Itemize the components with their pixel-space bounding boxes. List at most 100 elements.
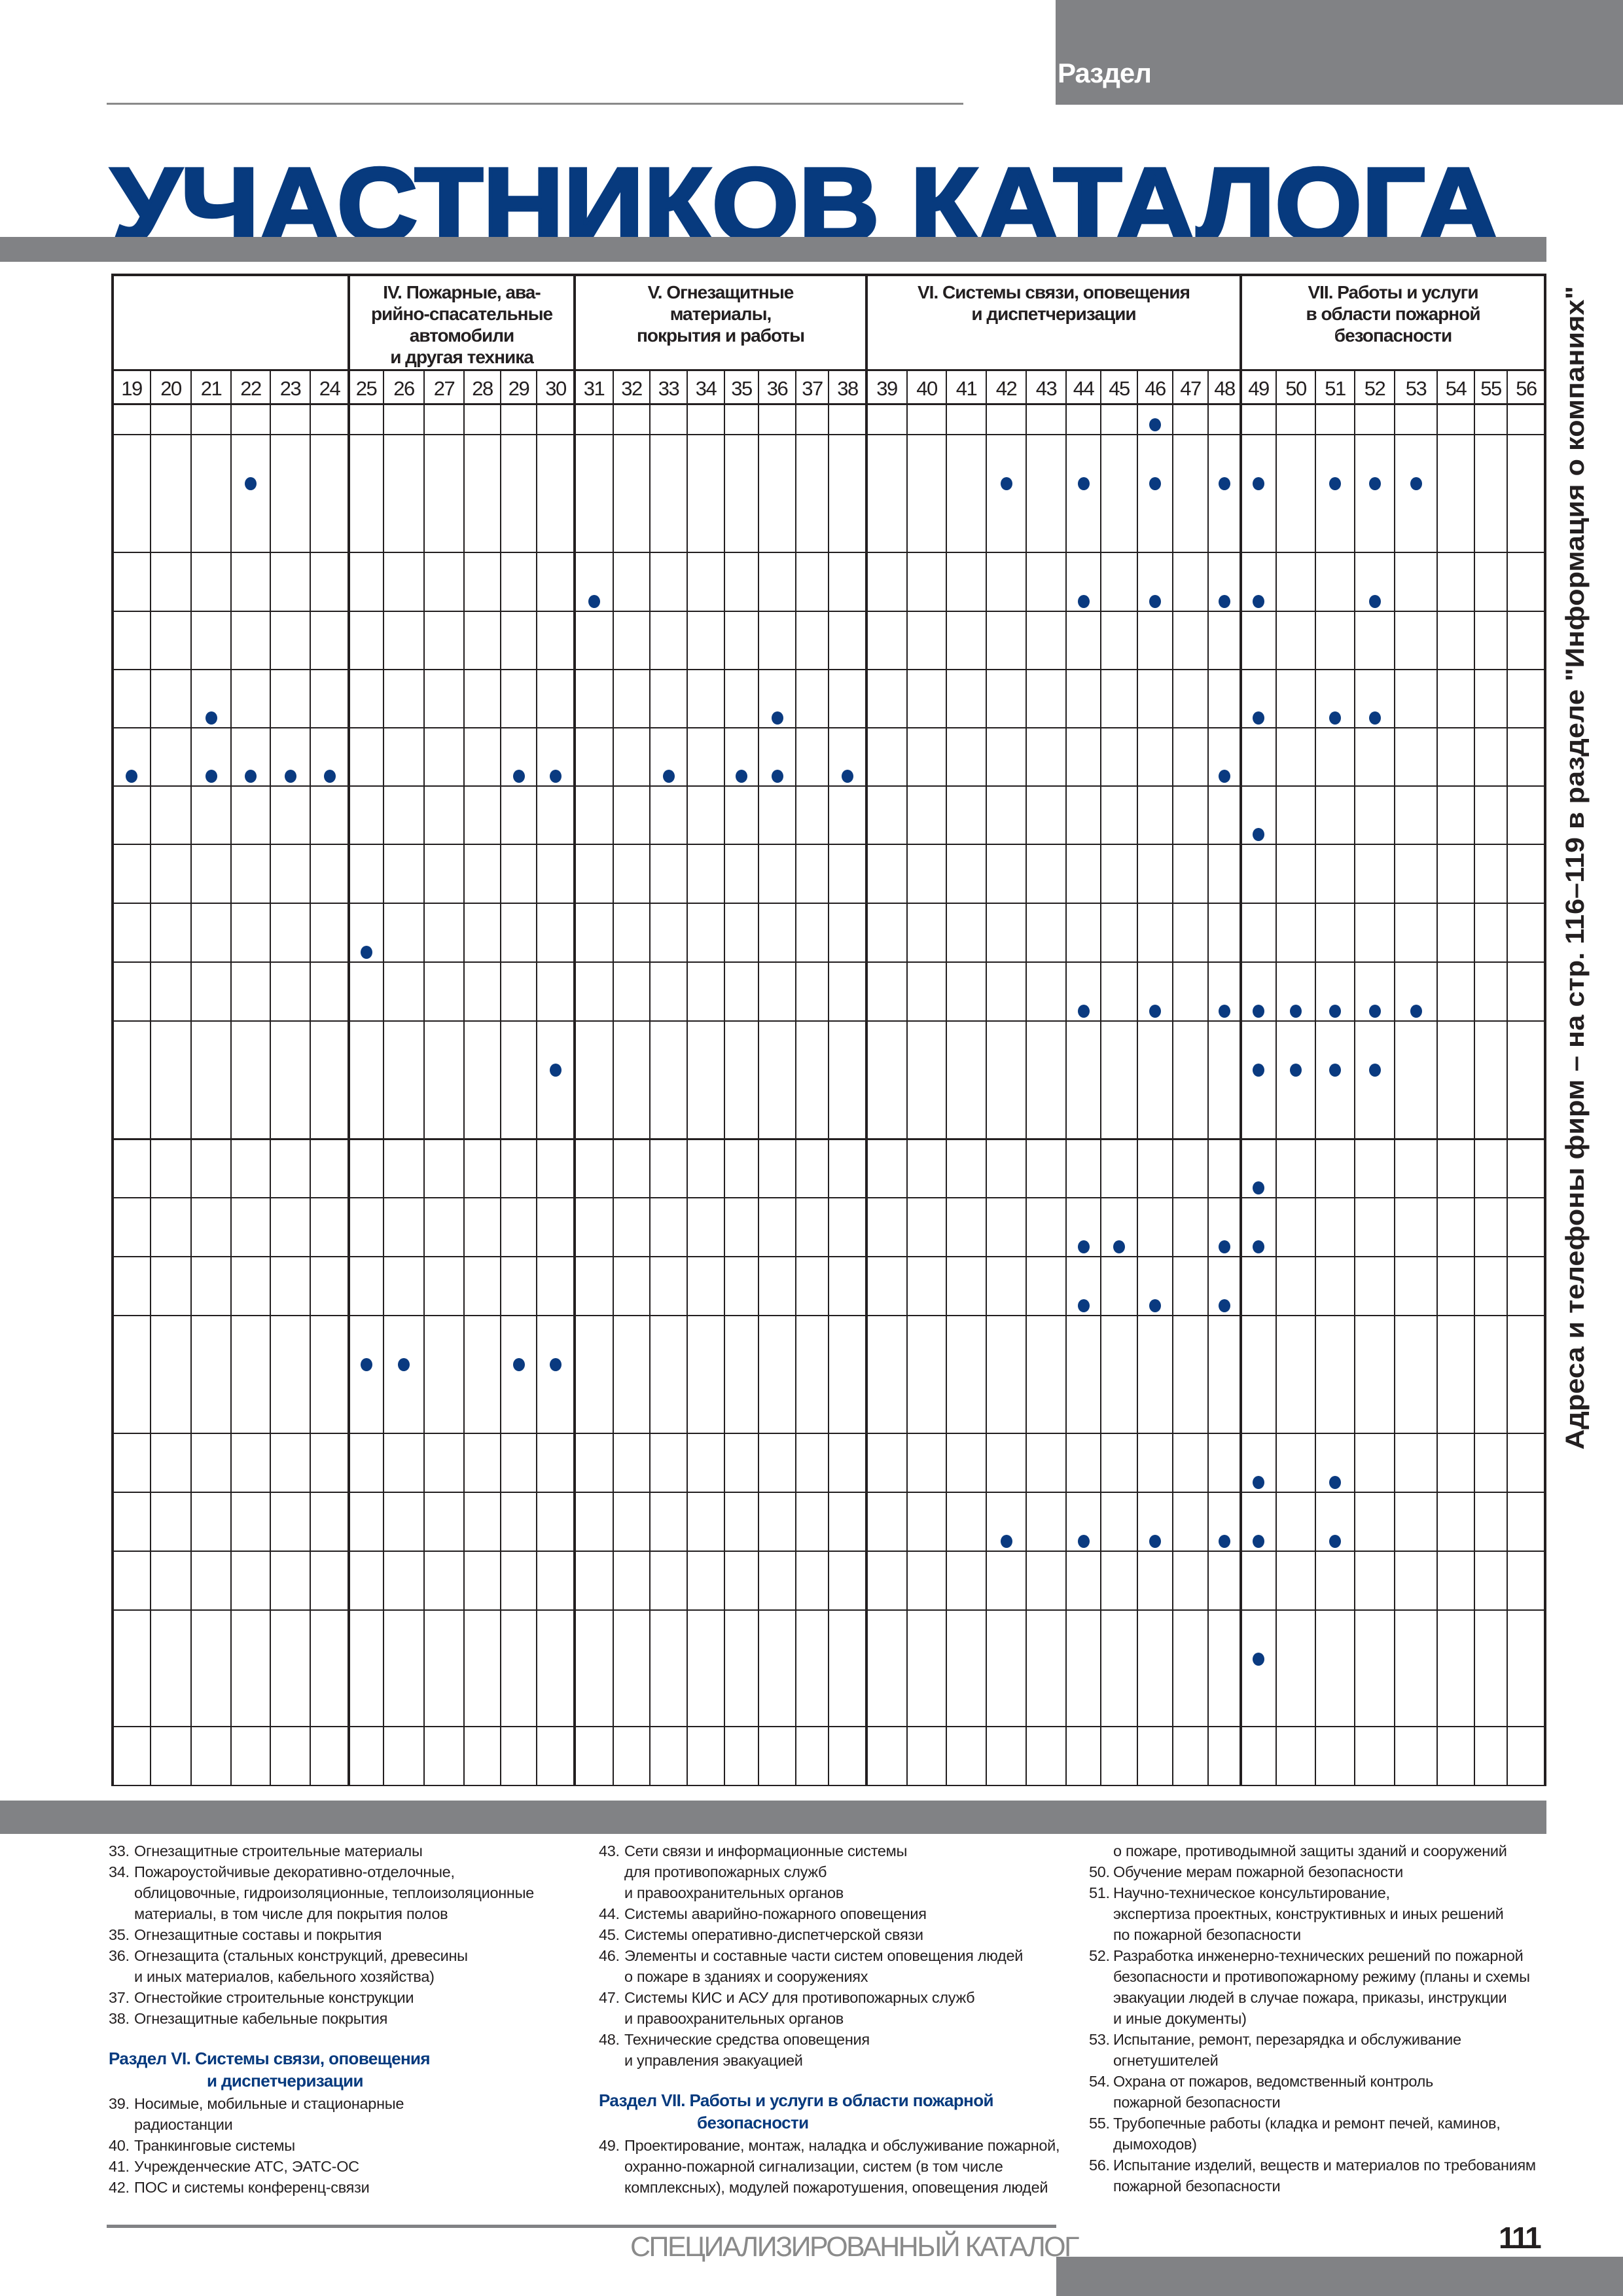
legend-item-text: материалы, в том числе для покрытия поло… bbox=[134, 1905, 448, 1922]
legend-column: 33. Огнезащитные строительные материалы 34… bbox=[109, 1840, 534, 2198]
column-divider bbox=[1100, 370, 1101, 1786]
column-number: 40 bbox=[916, 377, 938, 400]
legend-item-text: о пожаре, противодымной защиты зданий и … bbox=[1113, 1842, 1507, 1859]
mark-dot bbox=[1368, 1005, 1381, 1018]
column-number: 42 bbox=[995, 377, 1018, 400]
mark-dot bbox=[1000, 1535, 1012, 1548]
legend-item-line: радиостанции bbox=[109, 2114, 430, 2135]
mark-dot bbox=[550, 1064, 562, 1077]
mark-dot bbox=[1149, 595, 1161, 608]
legend-item-line: для противопожарных служб bbox=[599, 1861, 993, 1882]
column-number: 50 bbox=[1285, 377, 1307, 400]
legend-item: 33. Огнезащитные строительные материалы bbox=[109, 1840, 430, 1861]
legend-item-text: и иные документы) bbox=[1113, 2010, 1247, 2027]
column-divider bbox=[687, 370, 688, 1786]
legend-item-text: Трубопечные работы (кладка и ремонт пече… bbox=[1113, 2115, 1501, 2132]
column-number: 38 bbox=[837, 377, 859, 400]
column-divider bbox=[906, 370, 908, 1786]
legend-item-number: 35. bbox=[109, 1926, 130, 1943]
mark-dot bbox=[1368, 595, 1381, 608]
mark-dot bbox=[1329, 1005, 1341, 1018]
group-divider bbox=[348, 275, 350, 1786]
mark-dot bbox=[1368, 1064, 1381, 1077]
mark-dot bbox=[736, 770, 747, 783]
mark-dot bbox=[1077, 1240, 1090, 1253]
legend-heading-line: Раздел VII. Работы и услуги в области по… bbox=[599, 2090, 993, 2110]
column-divider bbox=[310, 370, 311, 1786]
title-band bbox=[0, 237, 1546, 262]
row-divider bbox=[111, 1138, 1546, 1140]
mark-dot bbox=[1329, 1064, 1341, 1077]
legend-item-number: 52. bbox=[1089, 1947, 1110, 1964]
mark-dot bbox=[1253, 711, 1264, 725]
column-number: 20 bbox=[160, 377, 182, 400]
legend-item-line: облицовочные, гидроизоляционные, теплоиз… bbox=[109, 1882, 534, 1903]
mark-dot bbox=[1077, 595, 1090, 608]
top-rule bbox=[107, 103, 963, 105]
column-divider bbox=[1172, 370, 1173, 1786]
legend-item-text: Транкинговые системы bbox=[134, 2137, 295, 2154]
mark-dot bbox=[1290, 1064, 1302, 1077]
mark-dot bbox=[1149, 418, 1161, 431]
mark-dot bbox=[1253, 595, 1264, 608]
legend-item-number: 37. bbox=[109, 1989, 130, 2006]
legend-item-line: 33. Огнезащитные строительные материалы bbox=[109, 1840, 430, 1861]
row-divider bbox=[111, 552, 1546, 553]
row-divider bbox=[111, 1020, 1546, 1022]
mark-dot bbox=[1410, 477, 1422, 490]
column-number: 52 bbox=[1364, 377, 1386, 400]
group-header: VI. Системы связи, оповещения и диспетче… bbox=[918, 282, 1190, 324]
legend-item-text: Носимые, мобильные и стационарные bbox=[134, 2095, 404, 2112]
legend-item: 45. Системы оперативно-диспетчерской связ… bbox=[599, 1924, 993, 1945]
column-number: 51 bbox=[1325, 377, 1346, 400]
legend-item-text: безопасности и противопожарному режиму (… bbox=[1113, 1968, 1530, 1985]
legend-item-text: для противопожарных служб bbox=[624, 1863, 827, 1880]
mark-dot bbox=[771, 770, 783, 783]
mark-dot bbox=[1253, 1653, 1264, 1666]
legend-item-number: 50. bbox=[1089, 1863, 1110, 1880]
legend-item: 40. Транкинговые системы bbox=[109, 2135, 430, 2156]
column-divider bbox=[758, 370, 759, 1786]
mark-dot bbox=[323, 770, 336, 783]
column-number: 27 bbox=[433, 377, 455, 400]
mark-dot bbox=[1290, 1005, 1302, 1018]
group-header: IV. Пожарные, ава- рийно-спасательные ав… bbox=[370, 282, 553, 367]
legend-item: 36. Огнезащита (стальных конструкций, дре… bbox=[109, 1945, 468, 1987]
mark-dot bbox=[550, 1358, 562, 1371]
column-divider bbox=[1275, 370, 1277, 1786]
mark-dot bbox=[1368, 477, 1381, 490]
legend-item-text: Учрежденческие АТС, ЭАТС-ОС bbox=[134, 2158, 359, 2175]
legend-item-line: комплексных), модулей пожаротушения, опо… bbox=[599, 2177, 1048, 2198]
legend-item-number: 40. bbox=[109, 2137, 130, 2154]
column-divider bbox=[383, 370, 384, 1786]
mark-dot bbox=[1219, 595, 1230, 608]
legend-item-number: 39. bbox=[109, 2095, 130, 2112]
column-divider bbox=[613, 370, 614, 1786]
legend-item-text: и иных материалов, кабельного хозяйства) bbox=[134, 1968, 435, 1985]
table-band bbox=[0, 1801, 1546, 1834]
column-number: 43 bbox=[1035, 377, 1058, 400]
column-number: 41 bbox=[955, 377, 978, 400]
legend-item-line: 46. Элементы и составные части систем опо… bbox=[599, 1945, 1023, 1966]
page-title: УЧАСТНИКОВ КАТАЛОГА bbox=[110, 145, 1501, 265]
mark-dot bbox=[1149, 1535, 1161, 1548]
legend-item: 38. Огнезащитные кабельные покрытия bbox=[109, 2008, 430, 2029]
mark-dot bbox=[360, 1358, 372, 1371]
column-number: 53 bbox=[1405, 377, 1427, 400]
legend-item-text: Сети связи и информационные системы bbox=[624, 1842, 908, 1859]
row-divider bbox=[111, 1609, 1546, 1611]
mark-dot bbox=[1149, 1299, 1161, 1312]
row-divider bbox=[111, 1433, 1546, 1434]
legend-item-number: 53. bbox=[1089, 2031, 1110, 2048]
mark-dot bbox=[1077, 1535, 1090, 1548]
legend-column: 43. Сети связи и информационные системы дл… bbox=[599, 1840, 1060, 2198]
column-divider bbox=[1436, 370, 1438, 1786]
legend-item: 44. Системы аварийно-пожарного оповещения bbox=[599, 1903, 993, 1924]
legend-item-line: 45. Системы оперативно-диспетчерской связ… bbox=[599, 1924, 993, 1945]
legend-item-text: дымоходов) bbox=[1113, 2136, 1197, 2153]
row-divider bbox=[111, 611, 1546, 612]
mark-dot bbox=[1253, 1535, 1264, 1548]
column-divider bbox=[1026, 370, 1027, 1786]
legend-item-text: Огнезащитные кабельные покрытия bbox=[134, 2010, 388, 2027]
group-divider bbox=[111, 275, 114, 1786]
